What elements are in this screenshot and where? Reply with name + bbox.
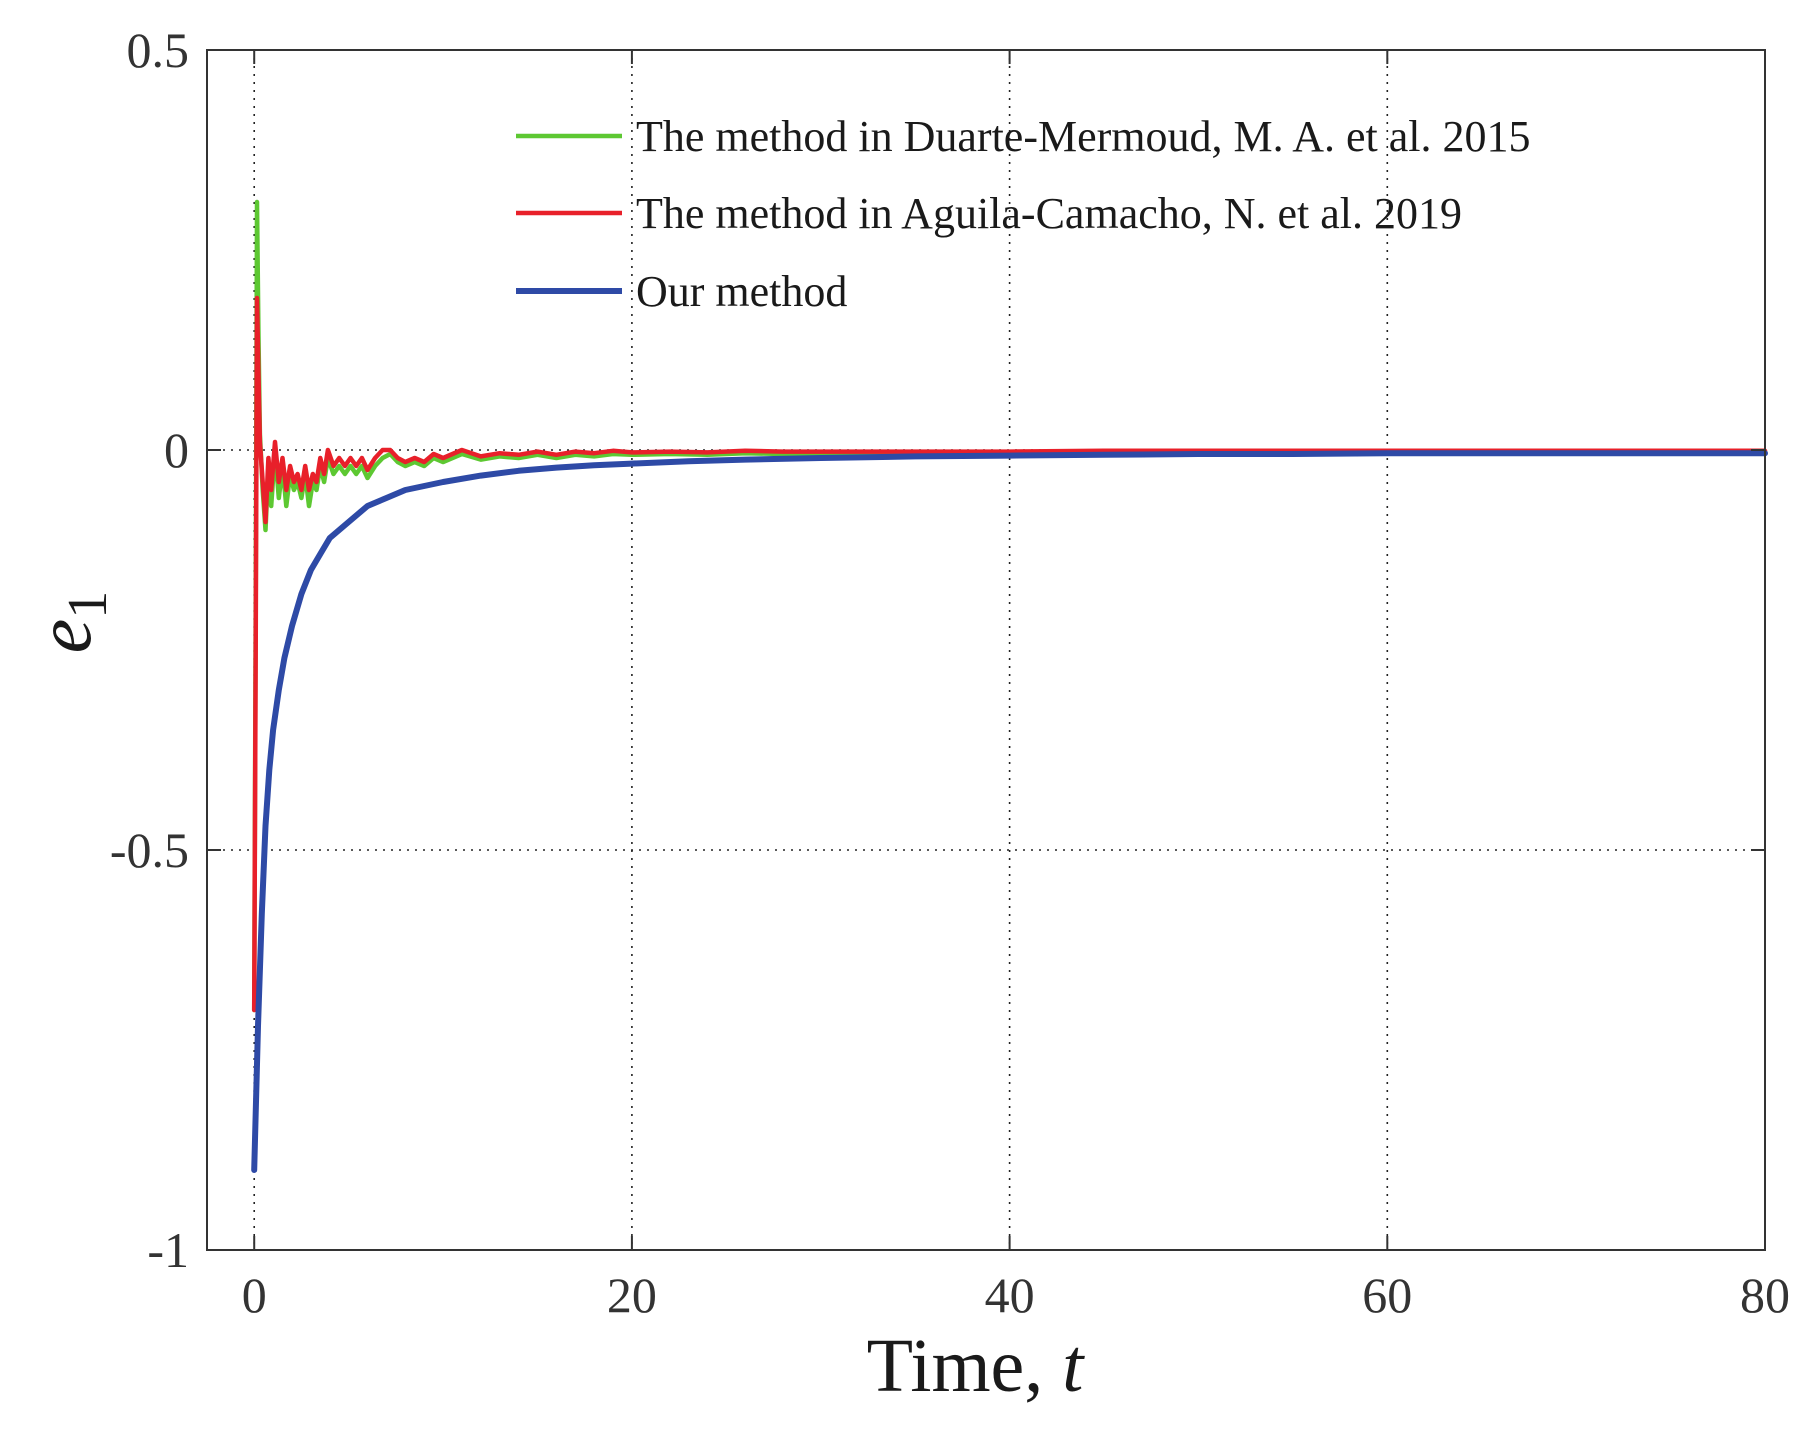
y-axis-title: e1 — [20, 591, 119, 654]
x-axis-title-variable: t — [1062, 1324, 1085, 1408]
y-tick-label: 0 — [164, 422, 189, 478]
x-axis-title: Time, t — [867, 1324, 1086, 1408]
y-axis-title-subscript: 1 — [57, 591, 119, 619]
plot-area-frame — [206, 49, 1766, 1251]
x-tick-labels: 0 20 40 60 80 — [242, 1267, 1790, 1323]
y-axis-title-variable: e — [20, 619, 107, 654]
x-tick-label: 80 — [1740, 1267, 1790, 1323]
x-tick-label: 20 — [607, 1267, 657, 1323]
legend-label-aguila-camacho-2019: The method in Aguila-Camacho, N. et al. … — [636, 189, 1462, 238]
x-tick-label: 0 — [242, 1267, 267, 1323]
y-tick-label: 0.5 — [127, 22, 190, 78]
x-tick-label: 40 — [985, 1267, 1035, 1323]
legend: The method in Duarte-Mermoud, M. A. et a… — [516, 112, 1530, 316]
y-tick-label: -0.5 — [110, 822, 189, 878]
y-tick-label: -1 — [147, 1222, 189, 1278]
legend-label-duarte-mermoud-2015: The method in Duarte-Mermoud, M. A. et a… — [636, 112, 1530, 161]
series-line-our-method — [251, 450, 1768, 1173]
y-tick-labels: -1 -0.5 0 0.5 — [110, 22, 189, 1278]
x-axis-title-text: Time, — [867, 1324, 1063, 1408]
x-tick-label: 60 — [1362, 1267, 1412, 1323]
legend-label-our-method: Our method — [636, 267, 847, 316]
series-lines — [251, 199, 1768, 1173]
axis-ticks — [207, 49, 1766, 1251]
series-line-aguila-camacho-2019 — [251, 295, 1768, 1013]
grid-lines — [207, 49, 1766, 1251]
